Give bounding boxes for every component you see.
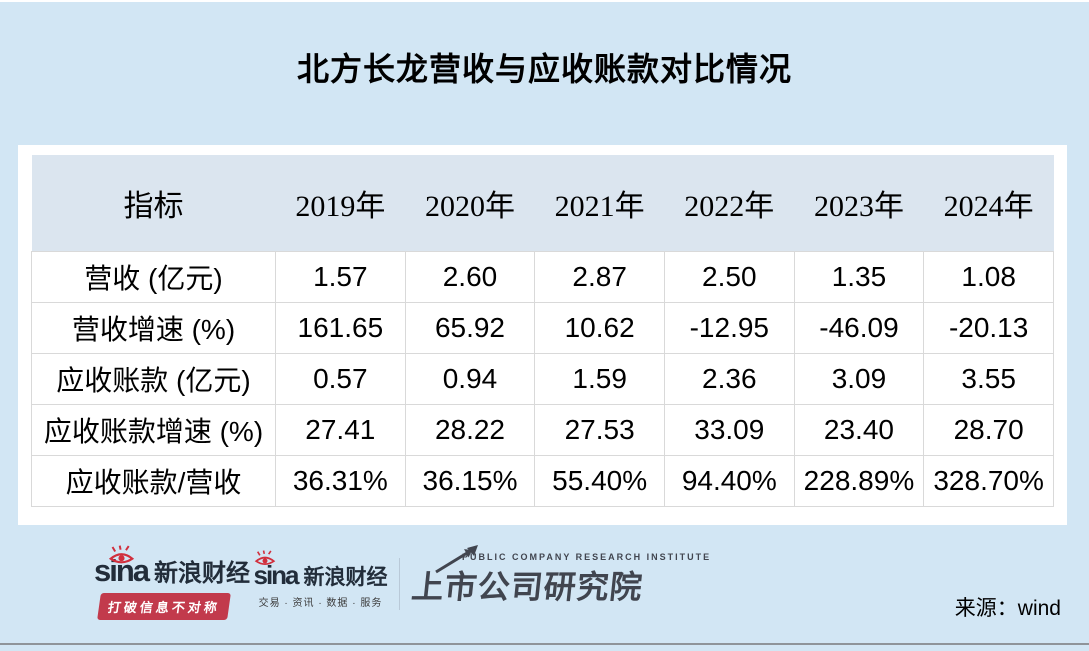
table-cell: 1.57 bbox=[275, 251, 406, 303]
row-label: 应收账款/营收 bbox=[31, 455, 276, 507]
table-cell: -12.95 bbox=[663, 302, 795, 354]
column-header-2019: 2019年 bbox=[275, 155, 406, 252]
table-cell: 36.31% bbox=[275, 455, 406, 507]
row-label: 营收 (亿元) bbox=[31, 251, 276, 303]
table-cell: 10.62 bbox=[534, 302, 665, 354]
table-cell: 23.40 bbox=[793, 404, 925, 456]
column-header-2022: 2022年 bbox=[664, 155, 795, 252]
table-row-revenue: 营收 (亿元) 1.57 2.60 2.87 2.50 1.35 1.08 bbox=[31, 251, 1054, 303]
row-label: 应收账款 (亿元) bbox=[31, 353, 276, 405]
table-row-revenue-growth: 营收增速 (%) 161.65 65.92 10.62 -12.95 -46.0… bbox=[31, 302, 1054, 354]
column-header-2021: 2021年 bbox=[534, 155, 665, 252]
column-header-2024: 2024年 bbox=[923, 155, 1054, 252]
column-header-2023: 2023年 bbox=[794, 155, 924, 252]
table-cell: 0.57 bbox=[275, 353, 406, 405]
table-cell: 0.94 bbox=[404, 353, 536, 405]
table-panel: 指标 2019年 2020年 2021年 2022年 2023年 2024年 营… bbox=[18, 145, 1067, 525]
table-row-receivables-to-revenue: 应收账款/营收 36.31% 36.15% 55.40% 94.40% 228.… bbox=[31, 455, 1054, 507]
table-cell: 27.41 bbox=[275, 404, 406, 456]
table-cell: 28.70 bbox=[923, 404, 1054, 456]
footer-divider-line bbox=[0, 643, 1089, 645]
table-cell: 228.89% bbox=[793, 455, 925, 507]
source-label: 来源：wind bbox=[954, 597, 1061, 620]
sina-services-line: 交易 · 资讯 · 数据 · 服务 bbox=[258, 598, 383, 609]
sina-eye-icon bbox=[254, 550, 276, 573]
table-cell: 2.87 bbox=[534, 251, 665, 303]
row-label: 营收增速 (%) bbox=[31, 302, 276, 354]
data-table: 指标 2019年 2020年 2021年 2022年 2023年 2024年 营… bbox=[31, 155, 1054, 507]
column-header-metric: 指标 bbox=[31, 155, 276, 252]
table-row-receivables: 应收账款 (亿元) 0.57 0.94 1.59 2.36 3.09 3.55 bbox=[31, 353, 1054, 405]
sina-eye-icon bbox=[108, 545, 135, 572]
table-cell: 3.09 bbox=[793, 353, 925, 405]
page-title: 北方长龙营收与应收账款对比情况 bbox=[296, 51, 792, 87]
table-cell: 36.15% bbox=[404, 455, 536, 507]
table-header-row: 指标 2019年 2020年 2021年 2022年 2023年 2024年 bbox=[31, 155, 1054, 252]
sina-finance-logo-primary: sina 新浪财经 打破信息不对称 bbox=[94, 545, 250, 620]
table-cell: 2.60 bbox=[404, 251, 536, 303]
table-cell: 94.40% bbox=[663, 455, 795, 507]
table-cell: 1.35 bbox=[793, 251, 925, 303]
table-cell: 2.50 bbox=[663, 251, 795, 303]
table-cell: 1.08 bbox=[923, 251, 1054, 303]
table-cell: 3.55 bbox=[923, 353, 1054, 405]
table-cell: 2.36 bbox=[663, 353, 795, 405]
table-row-receivables-growth: 应收账款增速 (%) 27.41 28.22 27.53 33.09 23.40… bbox=[31, 404, 1054, 456]
research-institute-logo: PUBLIC COMPANY RESEARCH INSTITUTE 上市公司研究… bbox=[410, 545, 712, 608]
table-cell: -20.13 bbox=[923, 302, 1054, 354]
institute-subtitle-en: PUBLIC COMPANY RESEARCH INSTITUTE bbox=[462, 552, 712, 562]
table-cell: 33.09 bbox=[663, 404, 795, 456]
table-cell: 28.22 bbox=[404, 404, 536, 456]
table-cell: 328.70% bbox=[923, 455, 1054, 507]
table-cell: 27.53 bbox=[534, 404, 665, 456]
rising-arrow-icon bbox=[434, 544, 480, 579]
table-cell: 65.92 bbox=[404, 302, 536, 354]
table-cell: 55.40% bbox=[534, 455, 665, 507]
sina-finance-name: 新浪财经 bbox=[154, 560, 251, 587]
sina-finance-logo-secondary: sina 新浪财经 交易 · 资讯 · 数据 · 服务 bbox=[248, 550, 393, 609]
sina-wordmark: sina bbox=[253, 560, 299, 590]
table-cell: 1.59 bbox=[534, 353, 665, 405]
table-cell: 161.65 bbox=[275, 302, 406, 354]
row-label: 应收账款增速 (%) bbox=[31, 404, 276, 456]
sina-finance-name: 新浪财经 bbox=[303, 566, 388, 589]
column-header-2020: 2020年 bbox=[405, 155, 535, 252]
top-edge-strip bbox=[0, 0, 1089, 2]
sina-tagline-ribbon: 打破信息不对称 bbox=[97, 593, 231, 620]
table-cell: -46.09 bbox=[793, 302, 925, 354]
logo-divider bbox=[399, 558, 400, 610]
